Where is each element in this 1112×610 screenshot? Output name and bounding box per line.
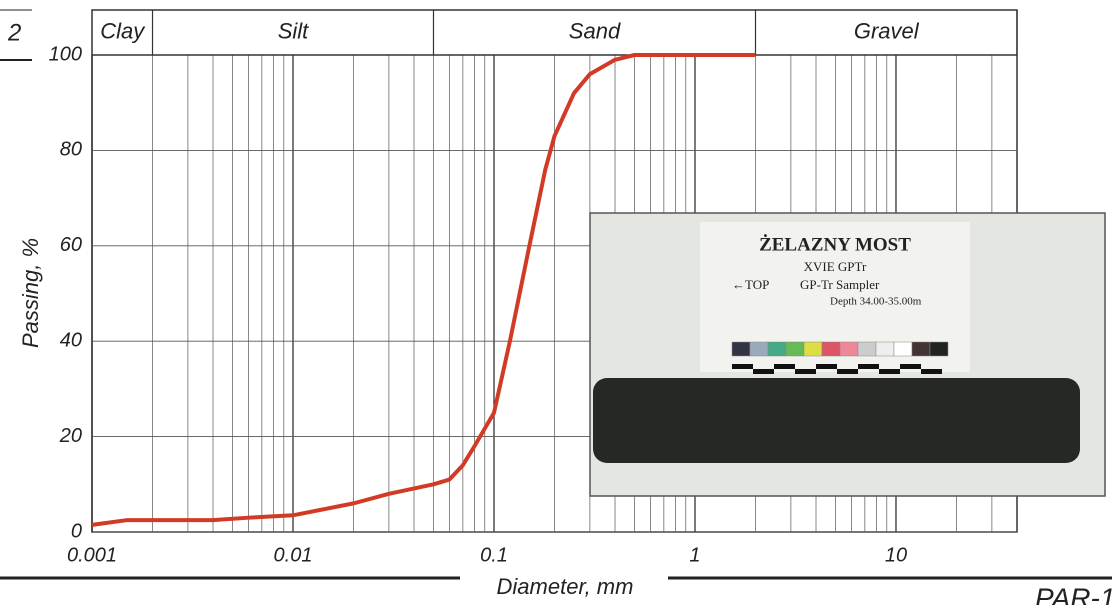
band-label: Clay (100, 18, 146, 43)
band-label: Sand (569, 18, 621, 43)
chart: 2 Diameter, mm PAR-1 Passing, % 0.001 0.0… (0, 0, 1112, 605)
photo-text: ←TOP (732, 277, 769, 292)
color-chip (930, 342, 948, 356)
y-tick-label: 60 (60, 234, 82, 256)
scale-bar (900, 364, 921, 369)
scale-bar (816, 364, 837, 369)
band-label: Silt (278, 18, 309, 43)
color-chip (894, 342, 912, 356)
photo-text: Depth 34.00-35.00m (830, 296, 922, 308)
corner-text: PAR-1 (1035, 582, 1112, 605)
color-chip (768, 342, 786, 356)
scale-bar (921, 369, 942, 374)
scale-bar (795, 369, 816, 374)
scale-bar (753, 369, 774, 374)
scale-bar (879, 369, 900, 374)
core-sample (593, 378, 1080, 463)
y-tick-label: 40 (60, 329, 82, 351)
color-chip (912, 342, 930, 356)
scale-bar (858, 364, 879, 369)
x-tick-label: 0.1 (480, 544, 508, 566)
band-label: Gravel (854, 18, 920, 43)
scale-bar (732, 364, 753, 369)
x-tick-label: 10 (885, 544, 907, 566)
color-chip (786, 342, 804, 356)
x-tick-label: 0.01 (274, 544, 313, 566)
photo-text: GP-Tr Sampler (800, 277, 880, 292)
color-chip (840, 342, 858, 356)
photo-text: XVIE GPTr (804, 259, 867, 274)
color-chip (876, 342, 894, 356)
scale-bar (837, 369, 858, 374)
color-chip (804, 342, 822, 356)
scale-bar (774, 364, 795, 369)
x-axis-label: Diameter, mm (497, 574, 634, 599)
figure-number: 2 (7, 19, 21, 46)
photo: ŻELAZNY MOST XVIE GPTr ←TOP GP-Tr Sampler De… (590, 213, 1105, 496)
x-tick-label: 1 (689, 544, 700, 566)
y-tick-label: 80 (60, 139, 82, 161)
color-chip (822, 342, 840, 356)
y-tick-label: 100 (49, 43, 82, 65)
y-tick-label: 20 (59, 425, 82, 447)
x-tick-label: 0.001 (67, 544, 117, 566)
color-chip (750, 342, 768, 356)
color-chip (732, 342, 750, 356)
y-tick-label: 0 (71, 520, 82, 542)
y-axis-label: Passing, % (18, 238, 43, 348)
color-chip (858, 342, 876, 356)
photo-title: ŻELAZNY MOST (759, 234, 911, 255)
